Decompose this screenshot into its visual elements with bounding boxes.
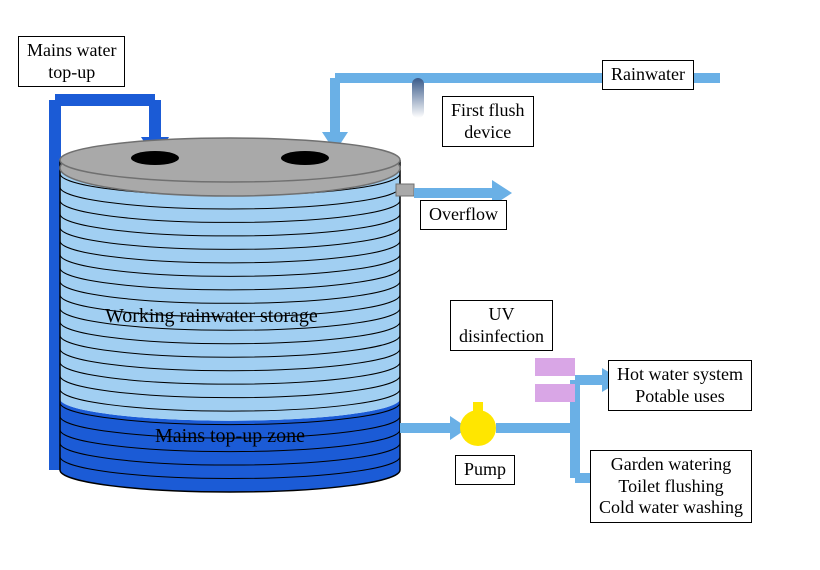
label-mains-topup-l1: Mains water bbox=[27, 40, 116, 60]
label-rainwater-l1: Rainwater bbox=[611, 64, 685, 84]
label-pump: Pump bbox=[455, 455, 515, 485]
label-mains-topup-l2: top-up bbox=[48, 62, 95, 82]
label-garden-toilet: Garden watering Toilet flushing Cold wat… bbox=[590, 450, 752, 523]
label-overflow: Overflow bbox=[420, 200, 507, 230]
label-hot-potable: Hot water system Potable uses bbox=[608, 360, 752, 411]
label-rainwater: Rainwater bbox=[602, 60, 694, 90]
label-first-flush-l1: First flush bbox=[451, 100, 525, 120]
label-mains-topup: Mains water top-up bbox=[18, 36, 125, 87]
label-mains-zone-l1: Mains top-up zone bbox=[155, 425, 305, 447]
label-garden-toilet-l3: Cold water washing bbox=[599, 497, 743, 517]
label-working-storage-l1: Working rainwater storage bbox=[105, 305, 318, 327]
label-hot-potable-l2: Potable uses bbox=[635, 386, 725, 406]
label-overflow-l1: Overflow bbox=[429, 204, 498, 224]
diagram-stage: Mains water top-up Rainwater First flush… bbox=[0, 0, 820, 570]
label-working-storage: Working rainwater storage bbox=[105, 305, 318, 328]
label-mains-zone: Mains top-up zone bbox=[155, 425, 305, 448]
label-garden-toilet-l1: Garden watering bbox=[611, 454, 731, 474]
label-hot-potable-l1: Hot water system bbox=[617, 364, 743, 384]
label-pump-l1: Pump bbox=[464, 459, 506, 479]
label-uv-l1: UV bbox=[488, 304, 514, 324]
label-first-flush-l2: device bbox=[464, 122, 511, 142]
label-uv: UV disinfection bbox=[450, 300, 553, 351]
label-garden-toilet-l2: Toilet flushing bbox=[618, 476, 723, 496]
label-uv-l2: disinfection bbox=[459, 326, 544, 346]
label-first-flush: First flush device bbox=[442, 96, 534, 147]
